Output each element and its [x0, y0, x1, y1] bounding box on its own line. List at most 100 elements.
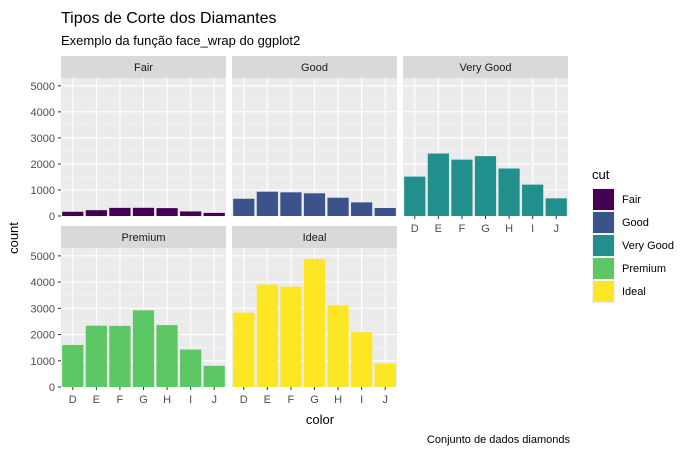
facet-strip	[232, 226, 397, 248]
bar-very-good-e	[427, 153, 449, 216]
x-tick-label: H	[334, 394, 342, 406]
x-tick-label: D	[69, 394, 77, 406]
facet-strip	[61, 56, 226, 78]
facet-panel-very-good: Very Good D E F G H I J	[403, 56, 568, 235]
x-tick-label: G	[139, 394, 148, 406]
legend-label: Premium	[622, 263, 666, 275]
legend: Fair Good Very Good Premium Ideal	[592, 188, 674, 303]
bar-ideal-e	[256, 284, 278, 387]
facet-strip	[61, 226, 226, 248]
bar-fair-h	[156, 208, 178, 216]
facet-panel-premium: Premium 0 1000 2000 3000 4000 5000 D E F G H I J	[31, 226, 226, 406]
facet-strip-label: Ideal	[303, 232, 327, 244]
x-tick-label: E	[264, 394, 271, 406]
legend-entry-good: Good	[592, 211, 649, 234]
x-tick-label: E	[435, 223, 442, 235]
bar-fair-j	[203, 212, 225, 216]
x-tick-label: H	[163, 394, 171, 406]
y-tick-label: 5000	[31, 81, 55, 93]
bar-premium-d	[62, 344, 84, 387]
facet-strip-label: Very Good	[460, 62, 512, 74]
legend-swatch-ideal	[593, 281, 614, 302]
y-axis-label: count	[6, 222, 21, 254]
bar-very-good-g	[474, 156, 497, 216]
chart-subtitle: Exemplo da função face_wrap do ggplot2	[61, 33, 300, 48]
x-axis-label: color	[306, 412, 335, 427]
y-tick-label: 2000	[31, 159, 55, 171]
chart-caption: Conjunto de dados diamonds	[427, 434, 571, 446]
legend-label: Very Good	[622, 240, 674, 252]
x-tick-label: H	[505, 223, 513, 235]
bar-very-good-h	[498, 168, 520, 216]
facet-strip-label: Good	[301, 62, 328, 74]
facet-strip-label: Fair	[134, 62, 153, 74]
x-tick-label: D	[240, 394, 248, 406]
x-tick-label: I	[360, 394, 363, 406]
bar-very-good-i	[522, 184, 544, 216]
bar-premium-e	[85, 325, 107, 387]
bar-very-good-j	[545, 198, 567, 216]
bar-fair-i	[180, 211, 202, 216]
x-tick-label: J	[211, 394, 217, 406]
bar-good-e	[256, 191, 278, 216]
legend-entry-fair: Fair	[592, 188, 641, 211]
bar-ideal-d	[233, 312, 255, 387]
facet-strip-label: Premium	[121, 232, 165, 244]
bar-premium-i	[180, 349, 202, 387]
bar-ideal-f	[280, 286, 302, 387]
x-tick-label: J	[553, 223, 559, 235]
facet-panel-ideal: Ideal D E F G H I J	[232, 226, 397, 406]
x-tick-label: D	[411, 223, 419, 235]
bar-ideal-i	[351, 332, 373, 387]
bar-fair-e	[85, 210, 107, 216]
y-tick-label: 3000	[31, 303, 55, 315]
bar-ideal-h	[327, 305, 349, 387]
y-tick-label: 0	[49, 382, 55, 394]
x-tick-label: E	[93, 394, 100, 406]
bar-fair-f	[109, 207, 131, 216]
y-tick-label: 1000	[31, 356, 55, 368]
chart-title: Tipos de Corte dos Diamantes	[61, 10, 277, 27]
y-tick-label: 5000	[31, 251, 55, 263]
legend-label: Ideal	[622, 286, 646, 298]
facet-panels: Fair 0 1000 2000 3000 4000 5000 Good Very Good D E…	[31, 56, 568, 406]
bar-premium-j	[203, 365, 225, 387]
facet-panel-fair: Fair 0 1000 2000 3000 4000 5000	[31, 56, 226, 223]
bar-premium-h	[156, 325, 178, 387]
facet-panel-good: Good	[232, 56, 397, 217]
x-tick-label: G	[481, 223, 490, 235]
bar-ideal-j	[374, 363, 396, 387]
bar-premium-f	[109, 325, 131, 387]
bar-ideal-g	[303, 258, 326, 387]
facet-strip	[232, 56, 397, 78]
bar-fair-g	[132, 207, 155, 216]
bar-good-g	[303, 193, 326, 216]
legend-entry-very-good: Very Good	[592, 234, 674, 257]
bar-good-f	[280, 192, 302, 216]
x-tick-label: F	[117, 394, 124, 406]
bar-good-i	[351, 202, 373, 216]
y-tick-label: 4000	[31, 277, 55, 289]
x-tick-label: F	[288, 394, 295, 406]
legend-title: cut	[592, 167, 610, 182]
legend-label: Fair	[622, 194, 641, 206]
x-tick-label: I	[531, 223, 534, 235]
bar-fair-d	[62, 211, 84, 216]
legend-entry-ideal: Ideal	[592, 280, 646, 303]
bar-premium-g	[132, 310, 155, 387]
bar-very-good-d	[404, 176, 426, 216]
bar-good-j	[374, 208, 396, 216]
bar-good-h	[327, 197, 349, 216]
legend-swatch-very-good	[593, 235, 614, 256]
legend-entry-premium: Premium	[592, 257, 666, 280]
x-tick-label: I	[189, 394, 192, 406]
legend-swatch-premium	[593, 258, 614, 279]
bar-very-good-f	[451, 159, 473, 216]
bar-good-d	[233, 198, 255, 216]
y-tick-label: 3000	[31, 133, 55, 145]
x-tick-label: G	[310, 394, 319, 406]
y-tick-label: 2000	[31, 330, 55, 342]
legend-swatch-good	[593, 212, 614, 233]
